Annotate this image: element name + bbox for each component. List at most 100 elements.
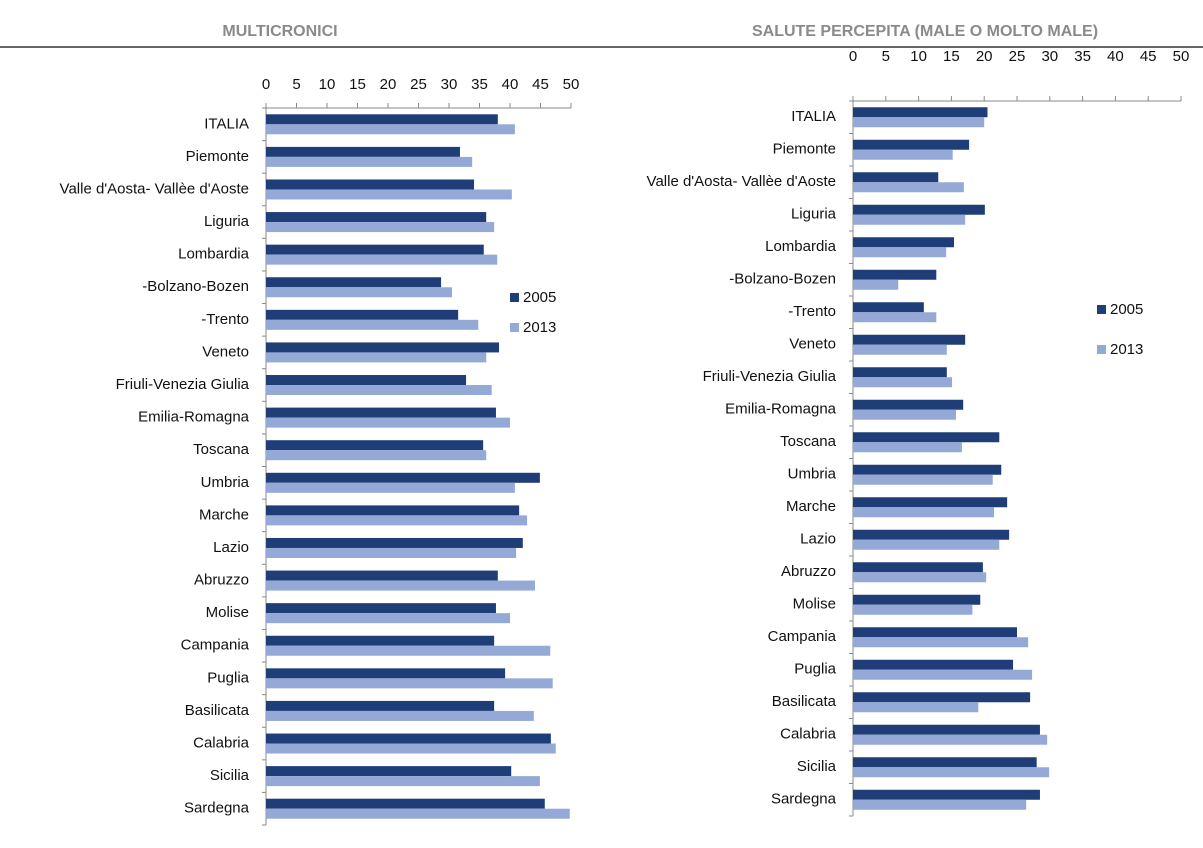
bar: [266, 547, 517, 558]
bar: [853, 367, 947, 378]
bar: [266, 124, 515, 135]
bar: [266, 277, 442, 288]
y-tick-label: Puglia: [794, 661, 836, 678]
bar: [266, 222, 495, 233]
x-tick-label: 20: [976, 48, 993, 65]
y-tick-label: Umbria: [201, 474, 250, 491]
y-tick-label: Lombardia: [765, 238, 837, 255]
legend-label: 2013: [523, 319, 556, 336]
x-tick-label: 30: [1041, 48, 1058, 65]
y-tick-label: -Bolzano-Bozen: [142, 278, 249, 295]
y-tick-label: Lazio: [800, 531, 836, 548]
bar: [266, 645, 551, 656]
legend-label: 2005: [523, 289, 556, 306]
x-tick-label: 10: [319, 76, 336, 93]
bar: [853, 377, 953, 388]
bar: [266, 189, 512, 200]
x-tick-label: 35: [1074, 48, 1091, 65]
bar: [853, 269, 937, 280]
bar: [853, 572, 987, 583]
y-tick-label: Valle d'Aosta- Vallèe d'Aoste: [60, 180, 249, 197]
bar: [266, 146, 460, 157]
bar: [266, 505, 520, 516]
bar: [853, 757, 1037, 768]
bar: [853, 214, 966, 225]
bar: [266, 352, 487, 363]
bar: [266, 287, 453, 298]
bar: [853, 107, 988, 118]
y-tick-label: Lombardia: [178, 246, 250, 263]
legend-swatch: [1097, 305, 1106, 314]
bar: [853, 247, 947, 258]
y-tick-label: Abruzzo: [194, 572, 249, 589]
bar: [266, 515, 528, 526]
bar: [853, 204, 985, 215]
y-tick-label: -Bolzano-Bozen: [729, 271, 836, 288]
x-tick-label: 50: [563, 76, 580, 93]
bar: [853, 409, 956, 420]
bar: [853, 734, 1048, 745]
bar: [266, 603, 496, 614]
bar: [266, 342, 500, 353]
x-tick-label: 45: [532, 76, 549, 93]
bar: [853, 637, 1029, 648]
y-tick-label: Lazio: [213, 539, 249, 556]
legend-label: 2005: [1110, 301, 1143, 318]
x-tick-label: 40: [1107, 48, 1124, 65]
bar: [266, 212, 487, 223]
bar: [266, 743, 556, 754]
bar: [853, 237, 955, 248]
y-tick-label: Umbria: [788, 466, 837, 483]
bar: [853, 279, 899, 290]
y-tick-label: Marche: [199, 506, 249, 523]
y-tick-label: Liguria: [791, 206, 837, 223]
bar: [266, 710, 534, 721]
bar: [853, 767, 1050, 778]
y-tick-label: Puglia: [207, 669, 249, 686]
x-tick-label: 10: [910, 48, 927, 65]
bar: [266, 537, 523, 548]
bar: [266, 450, 487, 461]
legend-label: 2013: [1110, 341, 1143, 358]
chart-title: SALUTE PERCEPITA (MALE O MOLTO MALE): [752, 23, 1098, 40]
bar: [853, 117, 985, 128]
bar: [853, 172, 939, 183]
bar: [266, 156, 473, 167]
bar: [266, 776, 540, 787]
x-tick-label: 5: [292, 76, 300, 93]
bar: [853, 182, 964, 193]
y-tick-label: ITALIA: [791, 108, 836, 125]
bar: [853, 312, 937, 323]
bar: [853, 399, 964, 410]
bar: [853, 344, 947, 355]
bar: [266, 309, 459, 320]
y-tick-label: ITALIA: [204, 115, 249, 132]
bar: [853, 139, 970, 150]
x-tick-label: 15: [349, 76, 366, 93]
bar: [266, 254, 498, 265]
bar: [853, 497, 1008, 508]
bar: [266, 635, 495, 646]
bar: [853, 442, 962, 453]
bar: [853, 507, 995, 518]
y-tick-label: Marche: [786, 498, 836, 515]
y-tick-label: Campania: [768, 628, 837, 645]
bar: [853, 464, 1002, 475]
chart-title: MULTICRONICI: [222, 23, 337, 40]
x-tick-label: 15: [943, 48, 960, 65]
y-tick-label: Sicilia: [797, 758, 837, 775]
y-tick-label: Basilicata: [772, 693, 837, 710]
y-tick-label: Molise: [206, 604, 249, 621]
bar: [266, 440, 484, 451]
y-tick-label: Emilia-Romagna: [138, 409, 250, 426]
x-tick-label: 0: [262, 76, 270, 93]
y-tick-label: Sardegna: [184, 800, 250, 817]
bar: [266, 766, 512, 777]
y-tick-label: -Trento: [201, 311, 249, 328]
bar: [266, 482, 515, 493]
legend-swatch: [510, 323, 519, 332]
bar: [266, 580, 536, 591]
bar: [266, 808, 570, 819]
y-tick-label: Calabria: [780, 726, 837, 743]
